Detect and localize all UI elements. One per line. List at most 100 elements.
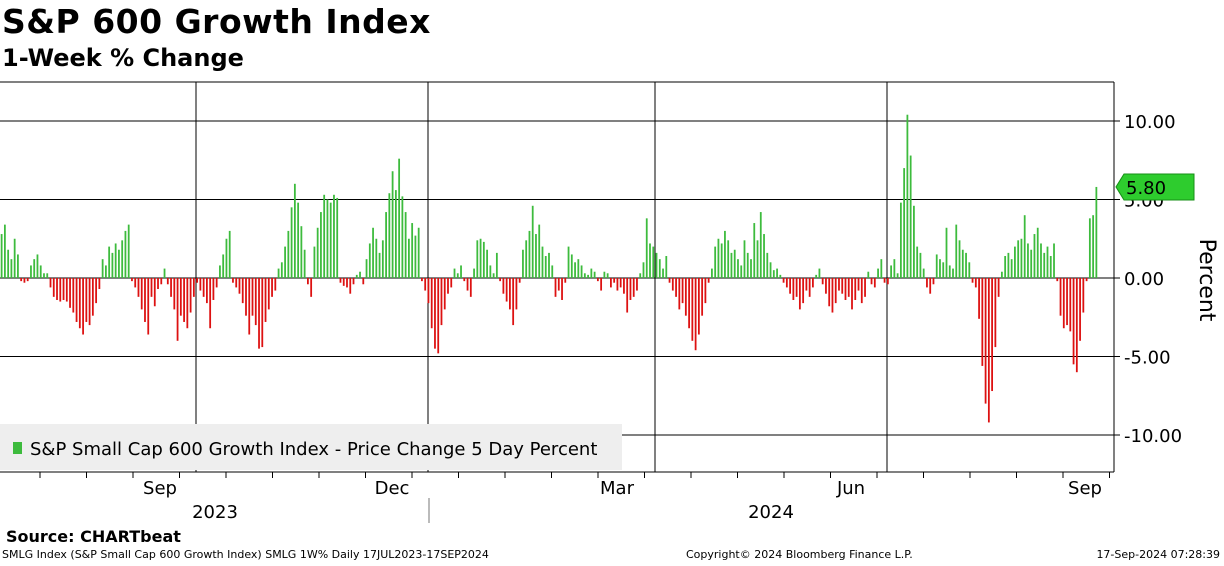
bar — [33, 259, 36, 278]
bar — [772, 270, 775, 278]
bar — [492, 273, 495, 278]
bar — [831, 278, 834, 313]
bar — [179, 278, 182, 316]
x-year-label: 2024 — [748, 502, 794, 523]
bar — [1066, 278, 1068, 326]
bar — [378, 252, 381, 278]
bar — [675, 278, 677, 297]
bar — [929, 278, 932, 294]
bar — [828, 278, 831, 307]
bar — [939, 259, 941, 278]
bar — [1017, 240, 1020, 278]
bar — [1088, 218, 1091, 278]
bar — [326, 199, 329, 278]
bar — [847, 278, 850, 297]
legend-swatch — [13, 442, 22, 454]
y-tick-label: 10.00 — [1124, 112, 1176, 133]
bar — [140, 278, 143, 310]
bar — [59, 278, 62, 302]
bar — [655, 252, 658, 278]
bar — [515, 278, 518, 310]
bar — [404, 212, 407, 278]
bar — [697, 278, 700, 335]
bar — [922, 268, 925, 278]
bar — [421, 278, 423, 282]
bar — [512, 278, 515, 326]
bar — [890, 265, 892, 278]
bar — [766, 252, 769, 278]
bar — [173, 278, 176, 310]
bar — [280, 262, 283, 278]
bar — [564, 278, 567, 283]
bar — [903, 168, 906, 278]
bar — [909, 155, 912, 278]
bar — [453, 268, 456, 278]
last-value-tag-shape — [1115, 173, 1195, 201]
bar — [727, 240, 730, 278]
last-value-label: 5.80 — [1126, 178, 1166, 199]
bar — [570, 254, 573, 278]
bar — [479, 238, 482, 278]
bar — [176, 278, 179, 341]
bar — [290, 207, 293, 278]
bar — [219, 265, 221, 278]
bar — [381, 240, 384, 278]
bar — [264, 278, 267, 322]
bar — [857, 278, 860, 291]
bar — [919, 252, 922, 278]
bar — [339, 278, 342, 283]
bar — [854, 278, 857, 300]
bar — [694, 278, 697, 351]
bar — [623, 278, 625, 294]
bar — [893, 259, 896, 278]
bar — [518, 278, 521, 283]
bar — [955, 224, 958, 278]
bar — [1092, 215, 1095, 278]
bar — [864, 278, 866, 297]
bar — [316, 227, 319, 278]
bar — [447, 278, 449, 294]
bar — [724, 230, 726, 278]
bar — [17, 254, 19, 278]
bar — [196, 278, 199, 283]
bar — [147, 278, 150, 335]
bar — [225, 238, 228, 278]
footer-timestamp: 17-Sep-2024 07:28:39 — [1096, 548, 1220, 561]
bar — [743, 240, 746, 278]
bar — [456, 273, 459, 278]
bar — [430, 278, 433, 329]
bar — [437, 278, 440, 354]
bar — [632, 278, 635, 297]
bar — [1000, 271, 1003, 278]
bar — [851, 278, 853, 310]
bar — [873, 278, 876, 288]
bar — [336, 197, 339, 278]
bar — [414, 235, 417, 278]
bar — [652, 246, 655, 278]
bar — [785, 278, 788, 288]
bar — [62, 278, 65, 300]
bar — [958, 240, 961, 278]
bar — [965, 252, 967, 278]
bar — [658, 259, 661, 278]
bar — [935, 254, 938, 278]
bar — [502, 278, 505, 294]
bar — [1033, 234, 1036, 278]
bar — [75, 278, 78, 322]
bar — [603, 271, 606, 278]
bar — [877, 268, 879, 278]
bar — [36, 254, 39, 278]
bar — [297, 202, 300, 278]
bar — [153, 278, 156, 307]
bar — [535, 234, 537, 278]
bar — [505, 278, 508, 302]
bar — [460, 265, 462, 278]
bar — [1020, 238, 1023, 278]
bar — [69, 278, 71, 308]
bar — [88, 278, 91, 326]
bar — [1062, 278, 1065, 329]
bar — [65, 278, 68, 302]
bar — [134, 278, 137, 288]
bar — [466, 278, 469, 291]
bar — [750, 259, 752, 278]
